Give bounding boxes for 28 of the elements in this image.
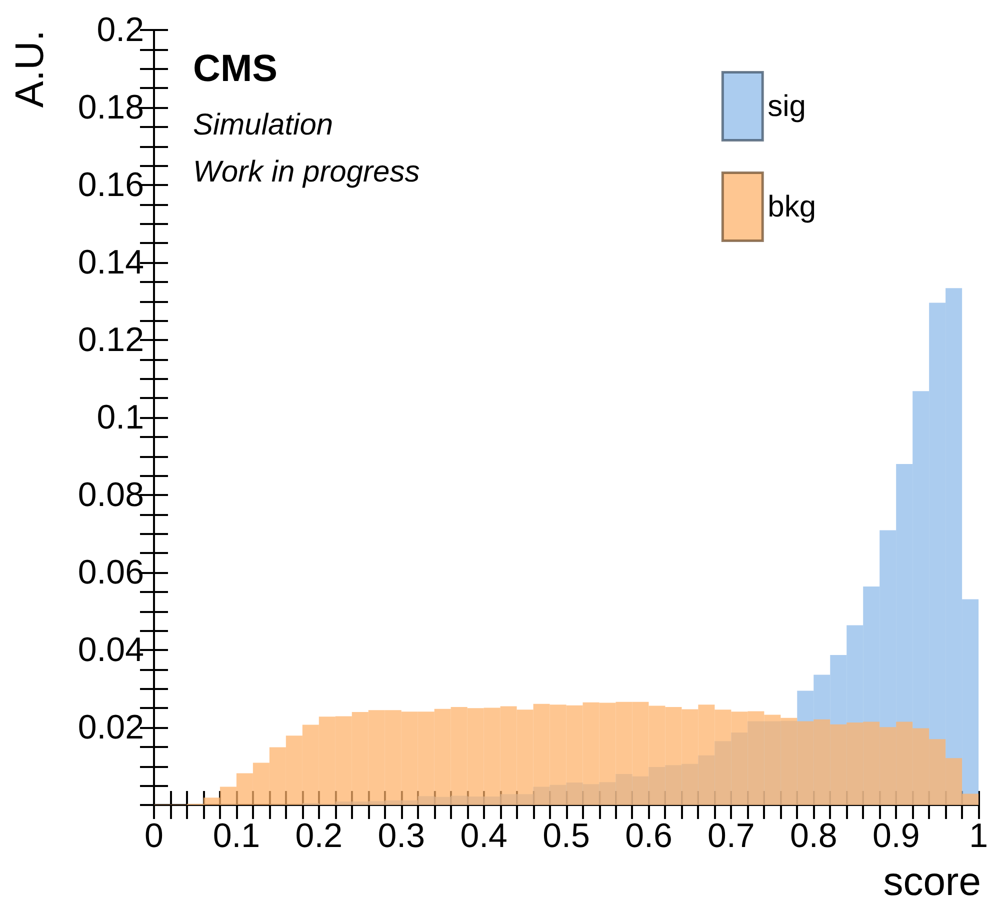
y-tick-label: 0.08 <box>78 476 144 514</box>
annotation: Work in progress <box>193 156 420 188</box>
x-tick-label: 0.9 <box>872 817 920 855</box>
y-tick-label: 0.18 <box>78 88 144 126</box>
x-tick-label: 0.7 <box>708 817 755 855</box>
x-tick-label: 0.4 <box>460 817 508 855</box>
x-tick-label: 0.6 <box>625 817 672 855</box>
x-tick-label: 0.8 <box>790 817 838 855</box>
x-tick-label: 0.1 <box>212 817 260 855</box>
legend-label: bkg <box>768 190 816 224</box>
text: CMS <box>193 48 278 90</box>
x-tick-label: 0.5 <box>542 817 590 855</box>
x-axis-title: score <box>883 860 981 904</box>
y-tick-label: 0.2 <box>96 11 144 49</box>
x-tick-label: 0 <box>144 817 164 855</box>
y-tick-label: 0.06 <box>78 554 144 592</box>
x-tick-label: 1 <box>969 817 988 855</box>
annotation: Simulation <box>193 108 334 142</box>
y-tick-label: 0.1 <box>96 398 144 436</box>
legend-label: sig <box>768 90 806 123</box>
y-tick-label: 0.14 <box>78 244 144 282</box>
y-tick-label: 0.02 <box>78 708 144 746</box>
y-axis-title: A.U. <box>8 30 52 108</box>
x-tick-label: 0.2 <box>295 817 343 855</box>
y-tick-label: 0.04 <box>78 631 144 669</box>
y-tick-label: 0.16 <box>78 166 144 204</box>
x-tick-label: 0.3 <box>378 817 425 855</box>
y-tick-label: 0.12 <box>78 321 144 359</box>
